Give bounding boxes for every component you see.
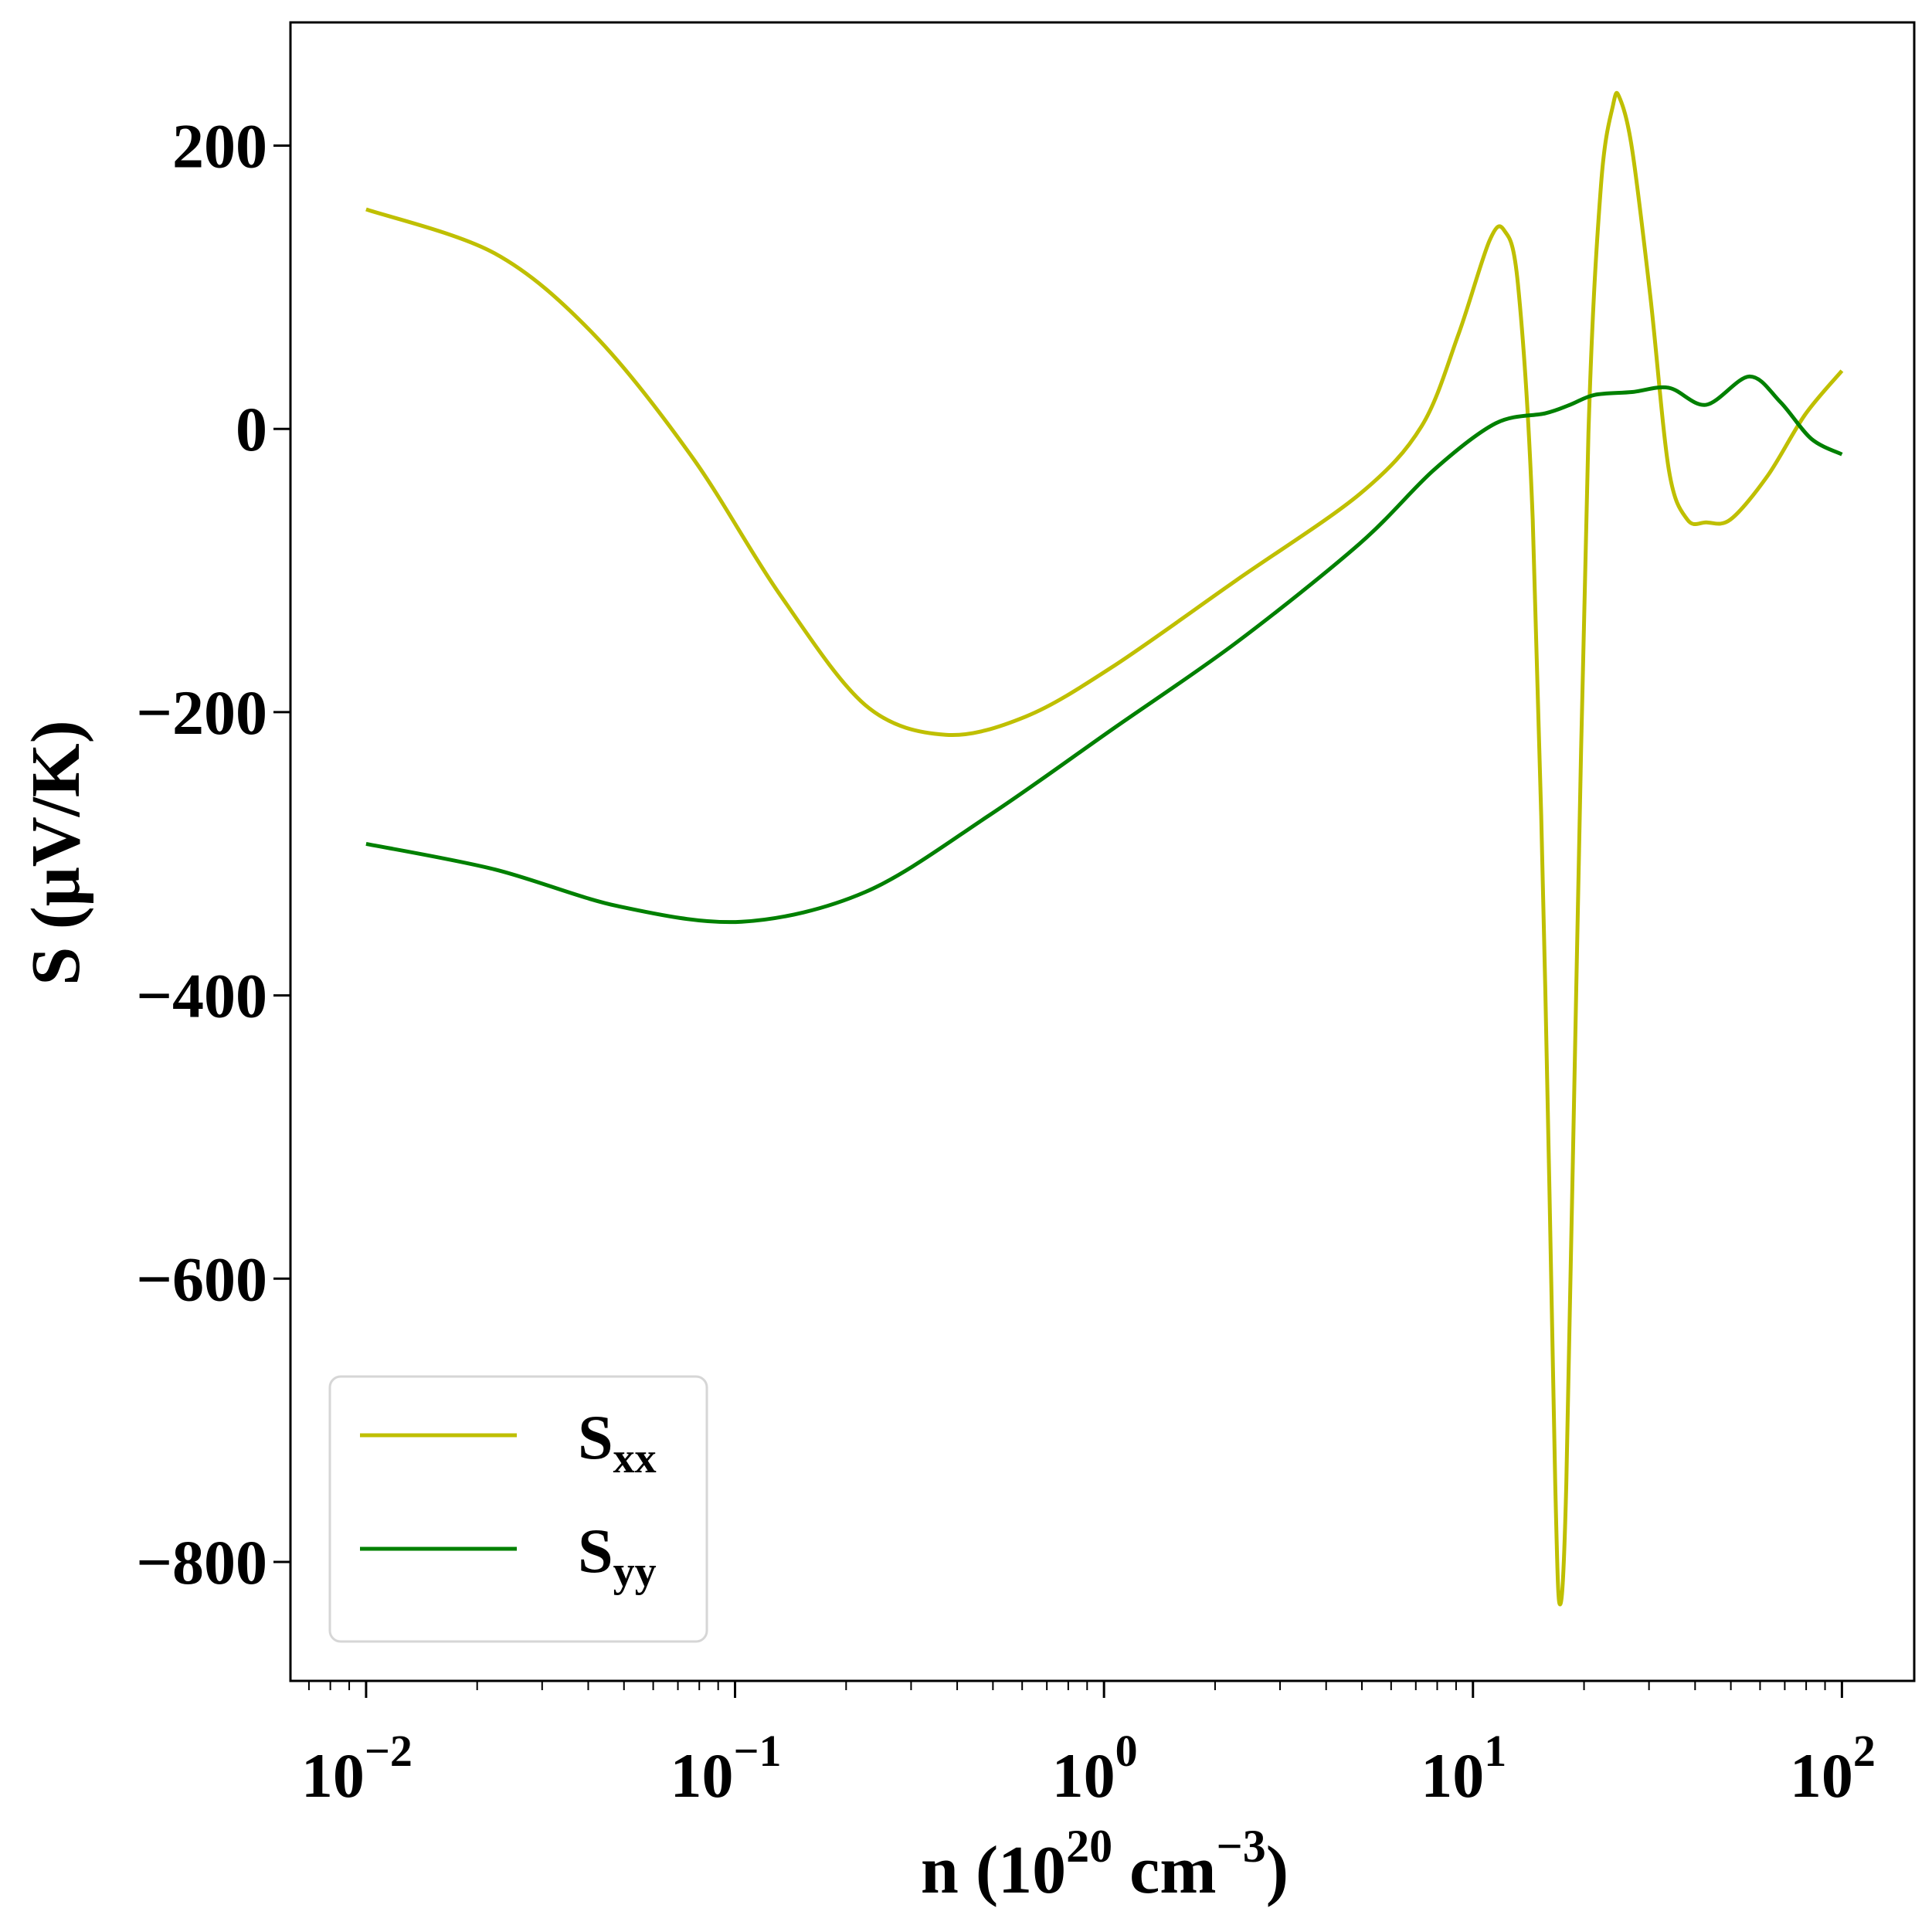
y-tick-label: 200: [172, 111, 267, 182]
legend-sxx-base: S: [578, 1402, 613, 1472]
x-axis-label: n (1020 cm−3): [921, 1821, 1289, 1908]
y-tick-label: −200: [136, 677, 267, 748]
legend: Sxx Syy: [328, 1375, 708, 1643]
y-tick-label: −800: [136, 1527, 267, 1597]
y-tick-label: −400: [136, 961, 267, 1031]
series-line-yy: [365, 374, 1843, 925]
x-tick-label: 101: [1421, 1726, 1506, 1811]
x-label-sup2: −3: [1217, 1821, 1266, 1872]
legend-sxx-sub: xx: [613, 1434, 657, 1482]
x-tick-label: 10−2: [301, 1726, 413, 1811]
y-tick-label: 0: [236, 394, 267, 464]
x-label-mid: cm: [1112, 1833, 1216, 1908]
x-label-base: n (10: [921, 1833, 1066, 1908]
axes-frame: [289, 21, 1916, 1682]
series-line-xx: [365, 90, 1844, 1607]
y-tick-label: −600: [136, 1244, 267, 1314]
legend-syy-sub: yy: [613, 1548, 657, 1596]
x-tick-label: 10−1: [670, 1726, 781, 1811]
x-label-end: ): [1266, 1833, 1289, 1908]
x-tick-label: 102: [1790, 1726, 1876, 1811]
legend-label-sxx: Sxx: [578, 1402, 657, 1482]
y-axis-label: S (μV/K): [18, 720, 94, 986]
legend-label-syy: Syy: [578, 1516, 657, 1596]
x-tick-label: 100: [1052, 1726, 1138, 1811]
legend-syy-base: S: [578, 1516, 613, 1586]
legend-box: [328, 1375, 708, 1643]
x-label-sup1: 20: [1066, 1821, 1112, 1872]
